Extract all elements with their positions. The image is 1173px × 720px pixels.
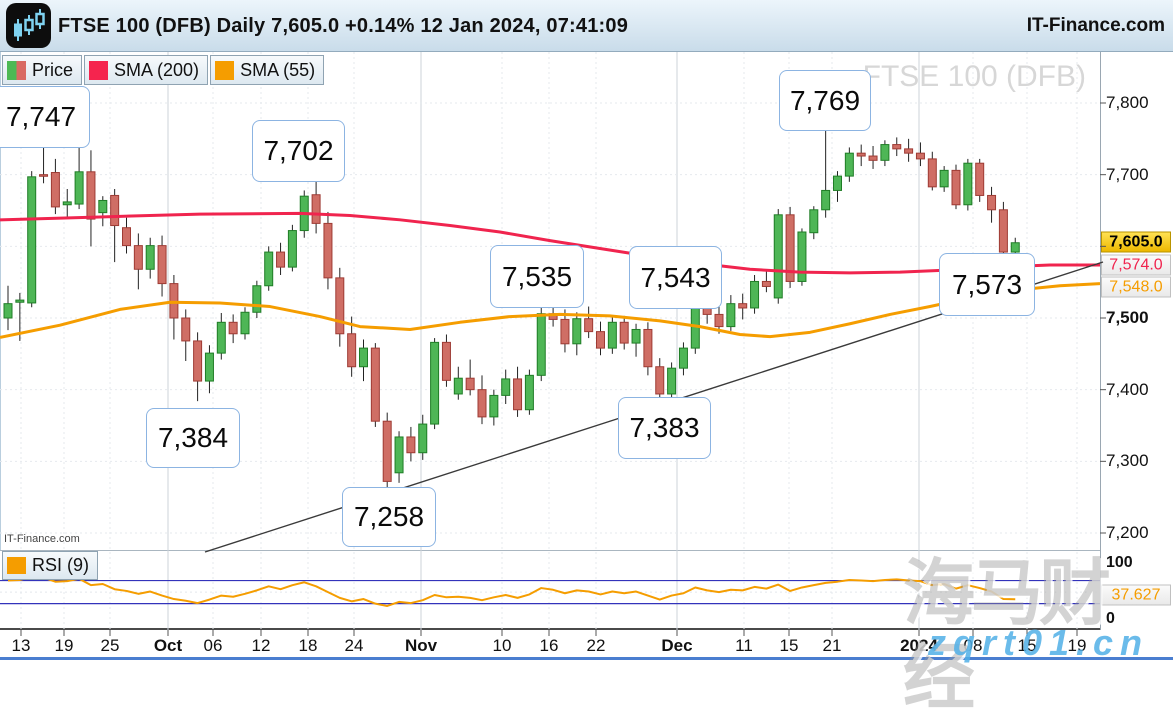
- rsi-pane[interactable]: [0, 550, 1100, 630]
- brand-name: IT-Finance.com: [1026, 15, 1165, 36]
- price-callout[interactable]: 7,535: [490, 245, 584, 308]
- sma200-swatch-icon: [89, 60, 109, 80]
- last-price-badge: 7,605.0: [1101, 231, 1171, 253]
- legend-item-rsi[interactable]: RSI (9): [2, 551, 99, 580]
- price-callout[interactable]: 7,747: [0, 86, 90, 148]
- legend-item-sma200[interactable]: SMA (200): [84, 55, 209, 85]
- price-callout[interactable]: 7,769: [779, 70, 871, 131]
- sma55-value-badge: 7,548.0: [1101, 276, 1171, 298]
- price-swatch-icon: [7, 60, 26, 80]
- bottom-border: [0, 657, 1173, 660]
- x-axis-band[interactable]: [0, 632, 1173, 658]
- instrument-watermark: FTSE 100 (DFB): [862, 60, 1086, 93]
- legend-item-sma55[interactable]: SMA (55): [210, 55, 325, 85]
- legend-row: Price SMA (200) SMA (55): [2, 55, 325, 85]
- blue-watermark: zqrt01.cn: [928, 622, 1150, 663]
- app-logo-candlestick-icon[interactable]: [6, 3, 51, 48]
- chart-canvas[interactable]: [0, 0, 1173, 660]
- legend-sma55-label: SMA (55): [240, 59, 316, 80]
- rsi-swatch-icon: [7, 557, 26, 574]
- price-callout[interactable]: 7,384: [146, 408, 240, 468]
- price-callout[interactable]: 7,702: [252, 120, 345, 182]
- price-callout[interactable]: 7,573: [939, 253, 1035, 316]
- legend-rsi-label: RSI (9): [32, 555, 90, 575]
- price-callout[interactable]: 7,543: [629, 246, 722, 309]
- price-axis-separator: [1100, 52, 1101, 630]
- legend-price-label: Price: [32, 59, 74, 80]
- site-watermark-small: IT-Finance.com: [4, 533, 80, 545]
- chinese-watermark: 海马财经: [903, 554, 1111, 718]
- price-callout[interactable]: 7,383: [618, 397, 711, 459]
- rsi-value-badge: 37.627: [1101, 584, 1171, 606]
- price-callout[interactable]: 7,258: [342, 487, 436, 547]
- legend-sma200-label: SMA (200): [114, 59, 200, 80]
- rsi-axis-0: 0: [1106, 610, 1115, 627]
- header-bar: FTSE 100 (DFB) Daily 7,605.0 +0.14% 12 J…: [0, 0, 1173, 52]
- chart-title: FTSE 100 (DFB) Daily 7,605.0 +0.14% 12 J…: [58, 14, 629, 37]
- sma55-swatch-icon: [215, 60, 235, 80]
- legend-item-price[interactable]: Price: [2, 55, 83, 85]
- rsi-axis-100: 100: [1106, 554, 1133, 571]
- sma200-value-badge: 7,574.0: [1101, 254, 1171, 276]
